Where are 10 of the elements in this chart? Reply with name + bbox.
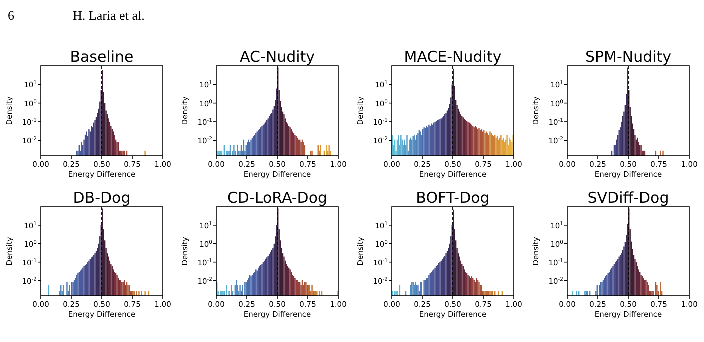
chart-title: Baseline bbox=[70, 48, 134, 66]
text: 6 bbox=[8, 8, 15, 23]
chart-title: DB-Dog bbox=[73, 189, 131, 207]
chart-title: BOFT-Dog bbox=[416, 189, 490, 207]
chart-title: SPM-Nudity bbox=[585, 48, 672, 66]
chart-title: MACE-Nudity bbox=[404, 48, 502, 66]
chart-title: SVDiff-Dog bbox=[588, 189, 670, 207]
chart-title: CD-LoRA-Dog bbox=[227, 189, 328, 207]
chart-title: AC-Nudity bbox=[240, 48, 316, 66]
text: H. Laria et al. bbox=[73, 8, 145, 23]
